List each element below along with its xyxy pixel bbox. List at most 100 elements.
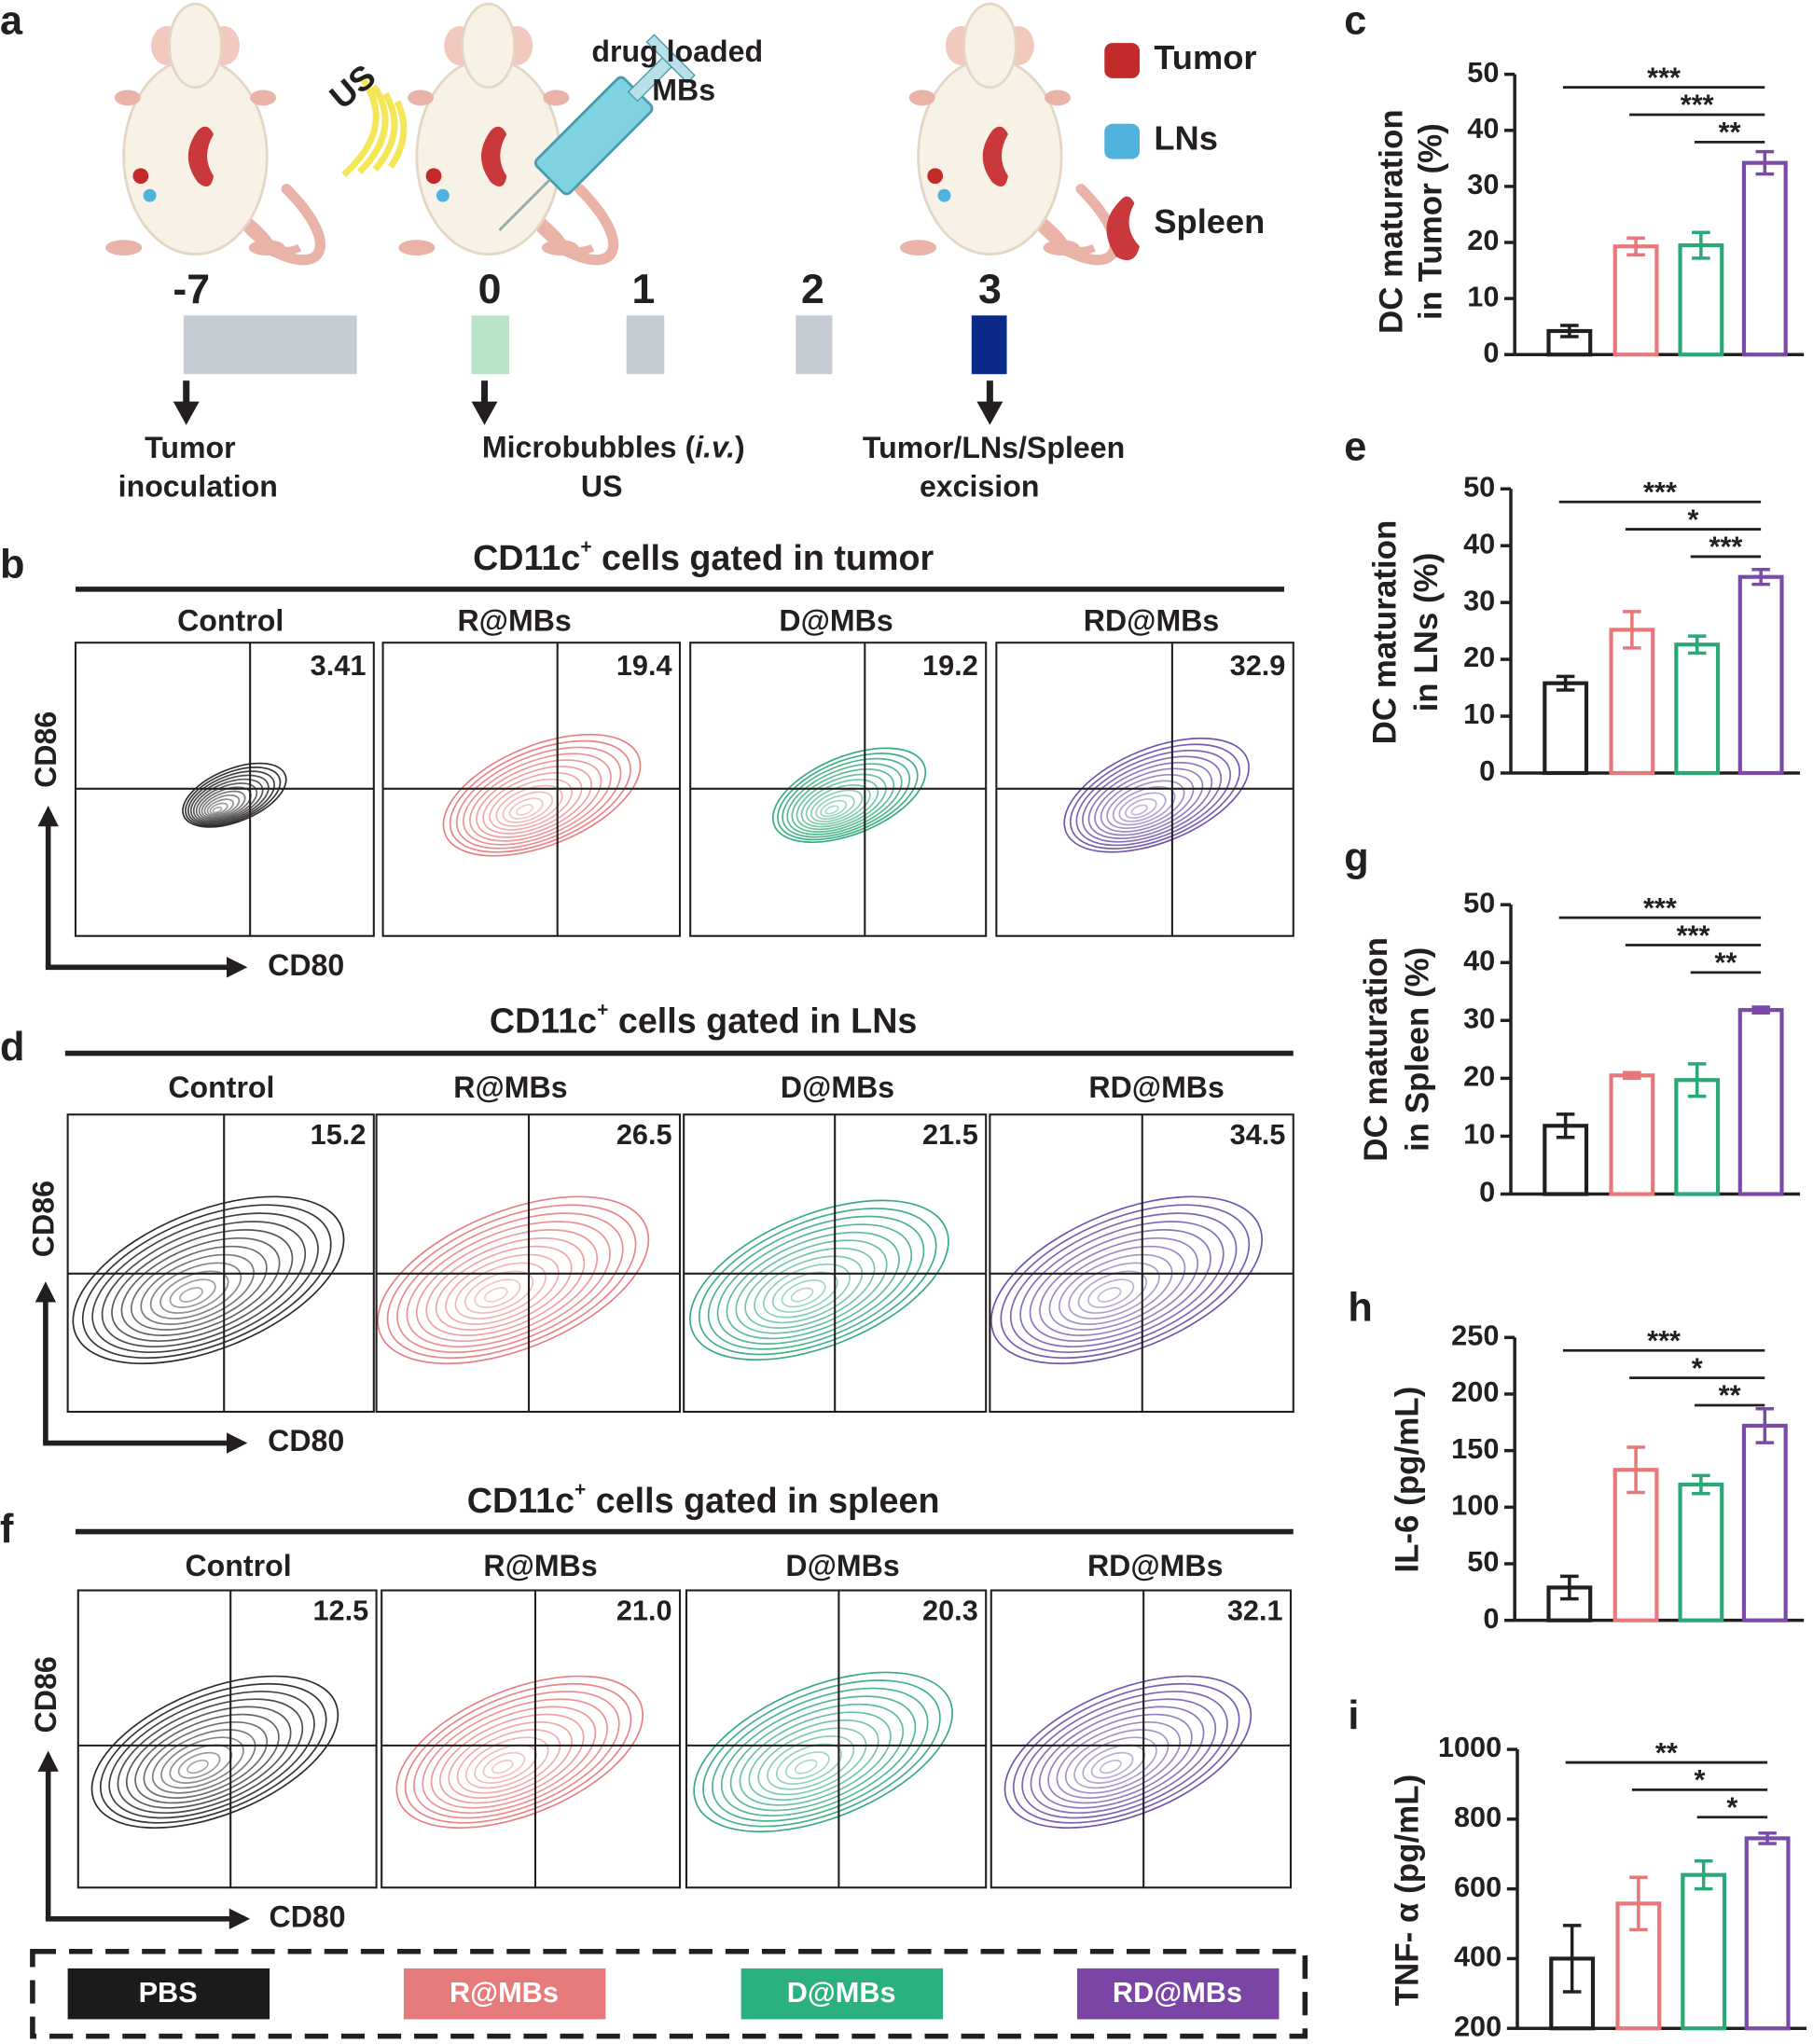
contour-plot xyxy=(689,1199,949,1361)
contour-line xyxy=(125,1706,292,1809)
legend-text: PBS xyxy=(139,1976,198,2009)
y-tick-label: 1000 xyxy=(1438,1731,1502,1763)
contour-line xyxy=(439,1713,585,1804)
contour-line xyxy=(1077,1270,1148,1314)
flow-title-part: CD11c xyxy=(467,1481,574,1520)
contour-plot xyxy=(442,733,642,857)
event-label: excision xyxy=(920,470,1040,504)
rat-foot xyxy=(1043,240,1080,256)
group-label: D@MBs xyxy=(785,1549,899,1582)
significance-label: ** xyxy=(1714,946,1737,979)
legend-text: Spleen xyxy=(1154,202,1265,241)
contour-line xyxy=(120,1236,281,1336)
error-bar xyxy=(1692,230,1710,260)
rat-head xyxy=(962,2,1017,90)
contour-line xyxy=(192,778,264,823)
error-bar xyxy=(1687,634,1707,656)
contour-line xyxy=(1063,737,1250,853)
legend-swatch xyxy=(740,1968,944,2020)
legend-text: D@MBs xyxy=(787,1976,896,2009)
contour-line xyxy=(1012,1682,1240,1824)
contour-line xyxy=(435,1245,573,1331)
contour-line xyxy=(100,1682,327,1824)
flow-title-part: cells gated in spleen xyxy=(586,1481,939,1520)
plot-frame xyxy=(685,1589,988,1889)
contour-plot xyxy=(377,1195,650,1365)
bar xyxy=(1674,642,1721,776)
contour-line xyxy=(396,1212,624,1354)
plot-frame xyxy=(76,1589,378,1889)
contour-line xyxy=(1056,1720,1182,1799)
bar xyxy=(1741,160,1788,357)
rat-foot xyxy=(900,240,937,256)
contour-line xyxy=(187,1760,209,1775)
error-bar xyxy=(1560,324,1579,338)
y-tick-label: 150 xyxy=(1451,1432,1499,1465)
bar xyxy=(1678,1482,1724,1623)
contour-line xyxy=(748,1719,879,1801)
y-tick-label: 20 xyxy=(1467,224,1499,256)
arrow-head xyxy=(976,401,1003,425)
contour-line xyxy=(72,1195,345,1365)
error-bar xyxy=(1623,1070,1641,1081)
contour-line xyxy=(448,1720,573,1799)
y-tick-label: 50 xyxy=(1467,56,1499,89)
contour-line xyxy=(515,804,534,816)
group-label: Control xyxy=(185,1549,291,1582)
contour-line xyxy=(201,790,246,819)
contour-line xyxy=(784,1751,830,1780)
y-axis-label: in Tumor (%) xyxy=(1412,123,1448,320)
contour-line xyxy=(990,1195,1263,1365)
contour-line xyxy=(771,1271,838,1313)
flow-title-part: CD11c xyxy=(490,1001,597,1040)
contour-line xyxy=(1069,743,1240,849)
y-axis-label: IL-6 (pg/mL) xyxy=(1389,1387,1425,1573)
event-label: Tumor xyxy=(145,431,236,464)
event-label-part: Microbubbles ( xyxy=(482,431,696,464)
contour-line xyxy=(404,1682,632,1824)
quadrant-value: 15.2 xyxy=(311,1118,367,1151)
timeline-block xyxy=(471,315,510,375)
panel-label: e xyxy=(1344,425,1366,470)
contour-line xyxy=(726,1231,900,1340)
contour-line xyxy=(1100,1760,1122,1775)
error-bar xyxy=(1687,1062,1707,1098)
significance-label: *** xyxy=(1677,918,1710,951)
axis-label: CD86 xyxy=(29,711,62,788)
contour-line xyxy=(502,791,554,823)
event-label: inoculation xyxy=(118,470,278,504)
y-tick-label: 10 xyxy=(1467,280,1499,312)
arrow-head xyxy=(35,1281,57,1303)
rat-foot xyxy=(105,240,143,256)
flow-title: CD11c+ cells gated in LNs xyxy=(490,999,918,1040)
contour-line xyxy=(1125,798,1157,820)
contour-line xyxy=(425,1236,586,1336)
flow-title-part: + xyxy=(580,536,591,558)
contour-plot xyxy=(990,1195,1263,1365)
error-bar xyxy=(1556,674,1575,692)
contour-line xyxy=(81,1204,332,1360)
significance-label: * xyxy=(1688,503,1699,535)
contour-line xyxy=(1047,1713,1193,1804)
error-bar xyxy=(1751,568,1770,587)
contour-plot xyxy=(395,1675,644,1830)
rat-paw xyxy=(908,90,935,106)
y-tick-label: 100 xyxy=(1451,1488,1499,1521)
y-axis-label: in Spleen (%) xyxy=(1399,947,1435,1152)
contour-line xyxy=(203,794,241,818)
contour-line xyxy=(1048,1245,1186,1331)
contour-line xyxy=(187,770,276,825)
bar xyxy=(1737,1008,1784,1196)
bar xyxy=(1737,574,1784,776)
event-label: Microbubbles (i.v.) xyxy=(482,431,745,464)
contour-line xyxy=(776,1743,842,1785)
y-axis-label: in LNs (%) xyxy=(1408,553,1445,712)
contour-line xyxy=(820,799,848,818)
contour-line xyxy=(90,1675,339,1830)
contour-line xyxy=(702,1679,941,1828)
y-tick-label: 200 xyxy=(1454,2009,1502,2042)
contour-line xyxy=(386,1204,637,1360)
legend-swatch xyxy=(1076,1968,1280,2020)
ultrasound-wave xyxy=(356,84,389,175)
legend-swatch xyxy=(1106,196,1140,261)
